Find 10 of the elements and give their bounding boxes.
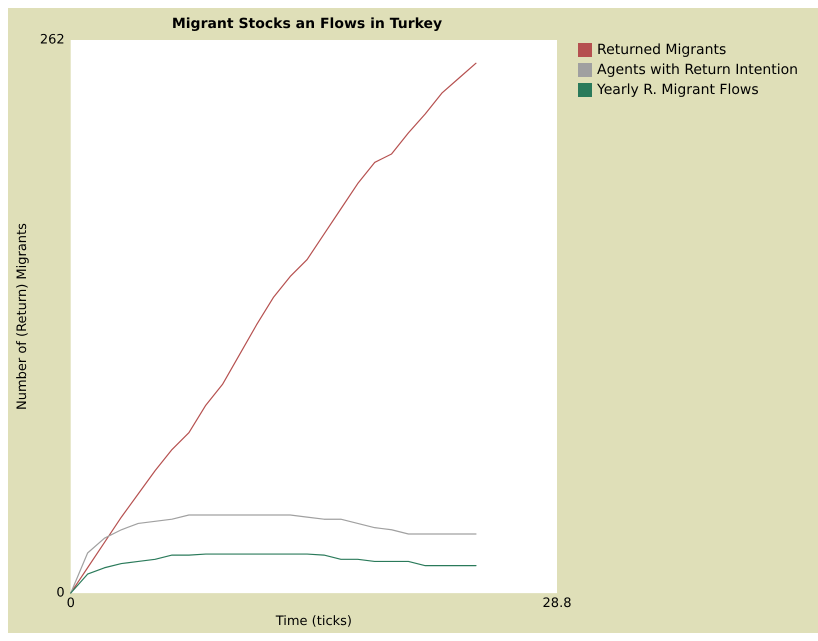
- chart-title: Migrant Stocks an Flows in Turkey: [172, 16, 442, 32]
- y-axis-title: Number of (Return) Migrants: [15, 222, 30, 410]
- legend-label: Agents with Return Intention: [597, 62, 798, 78]
- legend-label: Returned Migrants: [597, 42, 726, 58]
- legend-label: Yearly R. Migrant Flows: [596, 82, 759, 98]
- y-tick-label: 262: [40, 32, 65, 48]
- x-tick-label: 28.8: [542, 596, 572, 612]
- line-series: [70, 514, 477, 594]
- x-axis-title: Time (ticks): [274, 614, 352, 629]
- line-series: [70, 553, 477, 594]
